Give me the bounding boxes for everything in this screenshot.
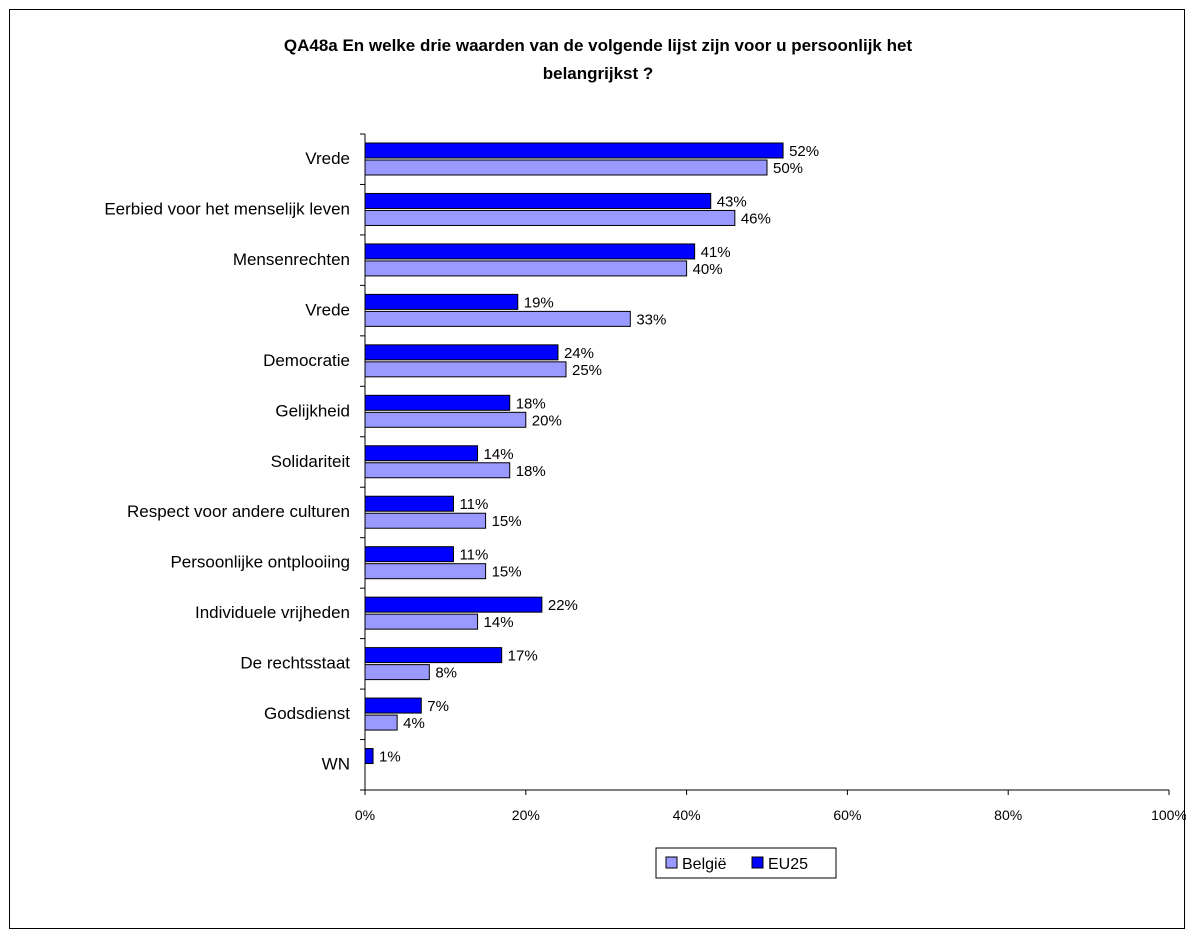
data-label: 11% [459,547,488,564]
bar-eu25 [364,495,454,512]
category-label: De rechtsstaat [240,654,350,673]
category-label: Gelijkheid [275,401,350,420]
data-label: 41% [701,244,731,261]
category-label: Godsdienst [264,704,350,723]
data-label: 14% [484,446,514,463]
category-label: Eerbied voor het menselijk leven [104,199,350,218]
data-label: 14% [484,614,514,631]
category-label: WN [322,755,350,774]
data-label: 15% [492,513,522,530]
chart-title-line: QA48a En welke drie waarden van de volge… [284,36,913,55]
data-label: 43% [717,193,747,210]
data-label: 46% [741,210,771,227]
chart-frame: QA48a En welke drie waarden van de volge… [9,9,1186,929]
bar-belgie [364,411,527,428]
bar-belgie [364,361,567,378]
data-label: 7% [427,698,449,715]
legend-label: België [682,856,727,873]
bar-eu25 [364,394,511,411]
data-label: 1% [379,749,401,766]
bar-eu25 [364,647,503,664]
x-tick-label: 40% [673,807,701,823]
bar-eu25 [364,192,712,209]
bar-eu25 [364,596,543,613]
bar-eu25 [364,142,784,159]
data-label: 40% [693,261,723,278]
data-label: 18% [516,463,546,480]
bar-belgie [364,260,688,277]
bar-belgie [364,209,736,226]
bar-eu25 [364,546,454,563]
data-label: 17% [508,648,538,665]
x-tick-label: 80% [994,807,1022,823]
data-label: 11% [459,496,488,513]
legend-label: EU25 [768,856,808,873]
x-tick-label: 60% [833,807,861,823]
bar-chart: QA48a En welke drie waarden van de volge… [104,36,1186,879]
data-label: 24% [564,345,594,362]
x-tick-label: 100% [1151,807,1186,823]
bar-eu25 [364,748,374,765]
category-label: Vrede [305,300,350,319]
bar-eu25 [364,344,559,361]
data-label: 4% [403,715,425,732]
category-label: Individuele vrijheden [195,603,350,622]
legend-swatch [751,856,764,869]
category-label: Respect voor andere culturen [127,502,350,521]
legend-box [655,847,837,879]
bar-eu25 [364,445,479,462]
data-label: 19% [524,294,554,311]
bar-belgie [364,462,511,479]
data-label: 25% [572,362,602,379]
data-label: 15% [492,564,522,581]
bar-belgie [364,563,487,580]
data-label: 22% [548,597,578,614]
bar-belgie [364,714,398,731]
data-label: 52% [789,143,819,160]
bar-belgie [364,664,430,681]
bar-belgie [364,512,487,529]
category-label: Democratie [263,351,350,370]
bar-belgie [364,613,479,630]
bar-belgie [364,310,631,327]
category-label: Vrede [305,149,350,168]
legend-swatch [665,856,678,869]
category-label: Solidariteit [271,452,351,471]
data-label: 50% [773,160,803,177]
bar-belgie [364,159,768,176]
x-tick-label: 0% [355,807,375,823]
category-label: Mensenrechten [233,250,350,269]
data-label: 20% [532,412,562,429]
x-tick-label: 20% [512,807,540,823]
bar-eu25 [364,243,696,260]
category-label: Persoonlijke ontplooiing [170,553,350,572]
chart-title-line: belangrijkst ? [543,64,654,83]
data-label: 8% [435,665,457,682]
bar-eu25 [364,697,422,714]
data-label: 18% [516,395,546,412]
bar-eu25 [364,293,519,310]
data-label: 33% [636,311,666,328]
